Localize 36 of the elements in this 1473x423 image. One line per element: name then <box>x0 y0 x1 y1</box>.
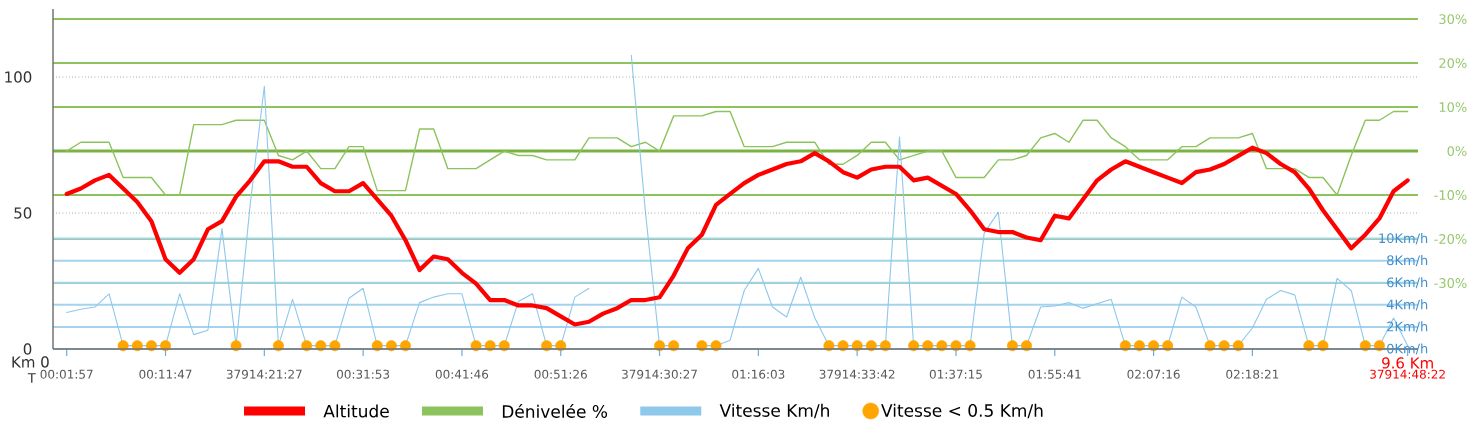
text: Km 0 <box>12 356 49 368</box>
y3-tick-label: 10Km/h <box>1379 233 1428 245</box>
legend-label: Altitude <box>323 404 389 418</box>
x-tick-label: 01:55:41 <box>1028 369 1081 379</box>
text: 9.6 Km <box>1382 357 1433 369</box>
y2-tick-label: 10% <box>1439 102 1467 112</box>
y3-tick-label: 6Km/h <box>1387 277 1428 289</box>
y3-tick-label: 2Km/h <box>1387 321 1428 333</box>
x-tick-label: 02:07:16 <box>1127 369 1180 379</box>
y3-tick-label: 4Km/h <box>1386 299 1428 311</box>
y2-tick-label: -10% <box>1434 190 1467 200</box>
y2-tick-label: 30% <box>1439 14 1467 25</box>
y2-tick-label: -20% <box>1434 234 1467 244</box>
x-tick-label: 00:41:46 <box>435 369 489 379</box>
text: T <box>27 373 36 383</box>
y-tick-label: 100 <box>5 71 32 83</box>
x-tick-label: 37914:30:27 <box>622 369 697 379</box>
legend-label: Dénivelée % <box>502 404 608 418</box>
x-tick-label: 02:18:21 <box>1226 369 1279 379</box>
x-tick-label: 01:37:15 <box>929 369 982 379</box>
y2-tick-label: -30% <box>1434 278 1467 288</box>
y-tick-label: 50 <box>14 207 32 219</box>
y-tick-label: 0 <box>23 343 32 355</box>
x-tick-label: 37914:48:22 <box>1370 369 1445 379</box>
legend-label: Vitesse < 0.5 Km/h <box>881 403 1043 419</box>
x-tick-label: 37914:21:27 <box>226 369 302 379</box>
x-tick-label: 00:01:57 <box>40 369 93 379</box>
x-tick-label: 00:51:26 <box>534 369 587 379</box>
y2-tick-label: 20% <box>1439 58 1467 69</box>
y2-tick-label: 0% <box>1447 146 1467 156</box>
x-tick-label: 01:16:03 <box>732 369 785 379</box>
x-tick-label: 37914:33:42 <box>819 369 895 379</box>
x-tick-label: 00:11:47 <box>139 369 192 379</box>
y3-tick-label: 8Km/h <box>1387 255 1428 267</box>
legend-label: Vitesse Km/h <box>719 403 829 419</box>
x-tick-label: 00:31:53 <box>336 369 390 379</box>
